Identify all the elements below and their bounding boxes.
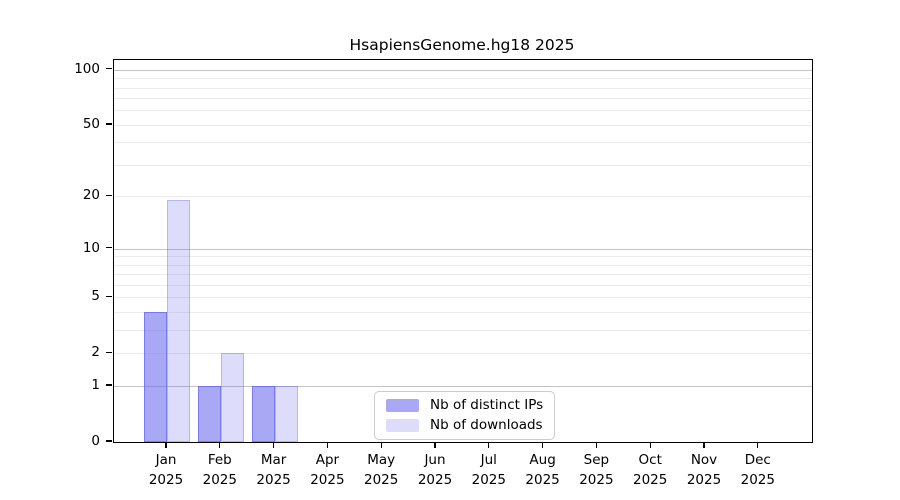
y-tick-0: [106, 440, 112, 442]
x-tick-label-may: May 2025: [364, 452, 399, 488]
y-tick-label-0: 0: [91, 433, 100, 449]
gridline-minor-9: [114, 256, 812, 258]
bar-nb-of-distinct-ips-jan: [144, 312, 167, 442]
x-tick-label-nov: Nov 2025: [686, 452, 722, 488]
gridline-minor-80: [114, 87, 812, 89]
x-tick-jun: [434, 442, 436, 448]
legend-item-downloads: Nb of downloads: [386, 417, 543, 433]
x-tick-mar: [272, 442, 275, 448]
x-tick-nov: [703, 442, 705, 448]
gridline-major-1: [114, 386, 812, 388]
x-tick-jul: [488, 442, 490, 448]
y-tick-2: [106, 351, 112, 354]
y-tick-1: [106, 384, 112, 386]
gridline-minor-7: [114, 274, 812, 276]
legend-label-downloads: Nb of downloads: [430, 417, 543, 433]
gridline-minor-5: [114, 297, 812, 299]
y-tick-label-5: 5: [91, 288, 100, 305]
x-tick-label-mar: Mar 2025: [256, 452, 291, 488]
gridline-minor-60: [114, 110, 812, 112]
gridline-minor-6: [114, 285, 812, 287]
x-tick-apr: [326, 442, 329, 448]
bar-nb-of-distinct-ips-mar: [251, 386, 275, 442]
y-tick-label-2: 2: [91, 344, 100, 361]
y-tick-label-50: 50: [82, 115, 100, 132]
bar-nb-of-downloads-jan: [167, 200, 190, 442]
x-tick-label-dec: Dec 2025: [740, 452, 775, 488]
chart-title: HsapiensGenome.hg18 2025: [349, 36, 575, 54]
x-tick-label-jan: Jan 2025: [148, 452, 184, 488]
x-tick-label-jul: Jul 2025: [471, 452, 506, 488]
gridline-major-10: [114, 248, 812, 250]
y-tick-20: [106, 194, 112, 197]
gridline-minor-4: [114, 312, 812, 314]
y-tick-label-1: 1: [91, 377, 100, 394]
bar-nb-of-downloads-feb: [220, 353, 244, 442]
x-tick-label-feb: Feb 2025: [202, 452, 237, 488]
gridline-major-100: [114, 69, 812, 71]
y-tick-label-100: 100: [74, 60, 100, 77]
y-tick-50: [106, 123, 112, 125]
legend-swatch-distinct-ips: [386, 398, 419, 412]
legend-item-distinct-ips: Nb of distinct IPs: [386, 397, 543, 413]
bar-nb-of-downloads-mar: [274, 386, 298, 442]
y-tick-label-20: 20: [82, 187, 100, 204]
gridline-minor-2: [114, 353, 812, 355]
x-tick-label-sep: Sep 2025: [579, 452, 614, 488]
gridline-minor-30: [114, 165, 812, 167]
gridline-minor-8: [114, 264, 812, 266]
x-tick-sep: [595, 442, 598, 448]
gridline-minor-50: [114, 124, 812, 126]
y-tick-100: [106, 68, 112, 70]
x-tick-oct: [649, 442, 651, 448]
legend-label-distinct-ips: Nb of distinct IPs: [430, 397, 544, 413]
x-tick-label-apr: Apr 2025: [310, 452, 345, 488]
y-tick-5: [106, 295, 112, 298]
x-tick-label-oct: Oct 2025: [633, 452, 668, 488]
x-tick-may: [380, 442, 382, 448]
y-tick-10: [106, 246, 112, 249]
x-tick-label-aug: Aug 2025: [525, 452, 560, 488]
gridline-minor-20: [114, 196, 812, 198]
x-tick-jan: [165, 442, 167, 448]
legend: Nb of distinct IPs Nb of downloads: [374, 391, 556, 440]
x-tick-label-jun: Jun 2025: [417, 452, 453, 488]
bar-nb-of-distinct-ips-feb: [197, 386, 221, 442]
x-tick-feb: [219, 442, 221, 448]
plot-area: Nb of distinct IPs Nb of downloads: [113, 59, 813, 443]
gridline-minor-70: [114, 98, 812, 100]
x-tick-aug: [541, 442, 544, 448]
legend-swatch-downloads: [386, 418, 419, 432]
gridline-minor-3: [114, 330, 812, 332]
x-tick-dec: [757, 442, 759, 448]
gridline-minor-90: [114, 78, 812, 80]
gridline-minor-40: [114, 142, 812, 144]
y-tick-label-10: 10: [82, 239, 100, 256]
